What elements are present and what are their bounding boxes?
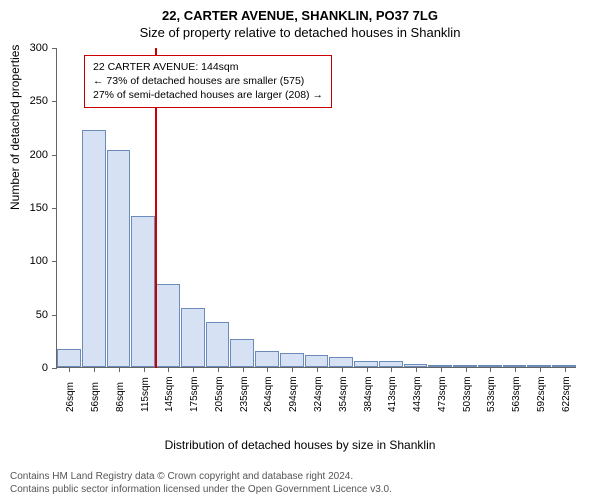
y-tick-label: 50 [0, 309, 48, 321]
footer-line-1: Contains HM Land Registry data © Crown c… [10, 470, 392, 483]
y-tick-label: 200 [0, 149, 48, 161]
x-tick-label: 354sqm [338, 376, 349, 412]
y-tick-label: 250 [0, 95, 48, 107]
x-tick-label: 473sqm [437, 376, 448, 412]
x-tick-label: 413sqm [387, 376, 398, 412]
histogram-bar [206, 322, 230, 367]
x-tick-label: 622sqm [561, 376, 572, 412]
x-tick-label: 205sqm [214, 376, 225, 412]
y-tick-label: 100 [0, 255, 48, 267]
x-tick-label: 592sqm [536, 376, 547, 412]
x-axis-label: Distribution of detached houses by size … [0, 438, 600, 452]
y-tick-label: 150 [0, 202, 48, 214]
x-tick-label: 264sqm [263, 376, 274, 412]
x-tick-label: 294sqm [288, 376, 299, 412]
histogram-bar [280, 353, 304, 367]
info-line-1: 22 CARTER AVENUE: 144sqm [93, 60, 323, 74]
histogram-bar [57, 349, 81, 367]
histogram-bar [329, 357, 353, 367]
footer: Contains HM Land Registry data © Crown c… [10, 470, 392, 496]
y-tick-label: 300 [0, 42, 48, 54]
x-tick-label: 115sqm [140, 377, 151, 412]
x-tick-label: 235sqm [239, 376, 250, 412]
x-tick-label: 86sqm [115, 382, 126, 412]
histogram-bar [181, 308, 205, 367]
histogram-bar [82, 130, 106, 367]
x-tick-label: 384sqm [363, 376, 374, 412]
histogram-bar [107, 150, 131, 367]
x-tick-label: 26sqm [65, 382, 76, 412]
x-tick-label: 175sqm [189, 376, 200, 412]
title-main: 22, CARTER AVENUE, SHANKLIN, PO37 7LG [0, 0, 600, 23]
x-tick-label: 503sqm [462, 376, 473, 412]
histogram-bar [230, 339, 254, 367]
histogram-bar [156, 284, 180, 367]
x-tick-label: 145sqm [164, 376, 175, 412]
x-tick-label: 324sqm [313, 376, 324, 412]
info-line-2: ← 73% of detached houses are smaller (57… [93, 74, 323, 88]
y-axis-label: Number of detached properties [8, 45, 22, 210]
info-box: 22 CARTER AVENUE: 144sqm ← 73% of detach… [84, 55, 332, 108]
x-tick-label: 443sqm [412, 376, 423, 412]
title-sub: Size of property relative to detached ho… [0, 23, 600, 40]
histogram-bar [131, 216, 155, 367]
histogram-bar [305, 355, 329, 367]
footer-line-2: Contains public sector information licen… [10, 483, 392, 496]
info-line-3: 27% of semi-detached houses are larger (… [93, 88, 323, 102]
y-tick-label: 0 [0, 362, 48, 374]
x-tick-label: 533sqm [486, 376, 497, 412]
x-tick-label: 56sqm [90, 382, 101, 412]
histogram-bar [255, 351, 279, 367]
x-tick-label: 563sqm [511, 376, 522, 412]
